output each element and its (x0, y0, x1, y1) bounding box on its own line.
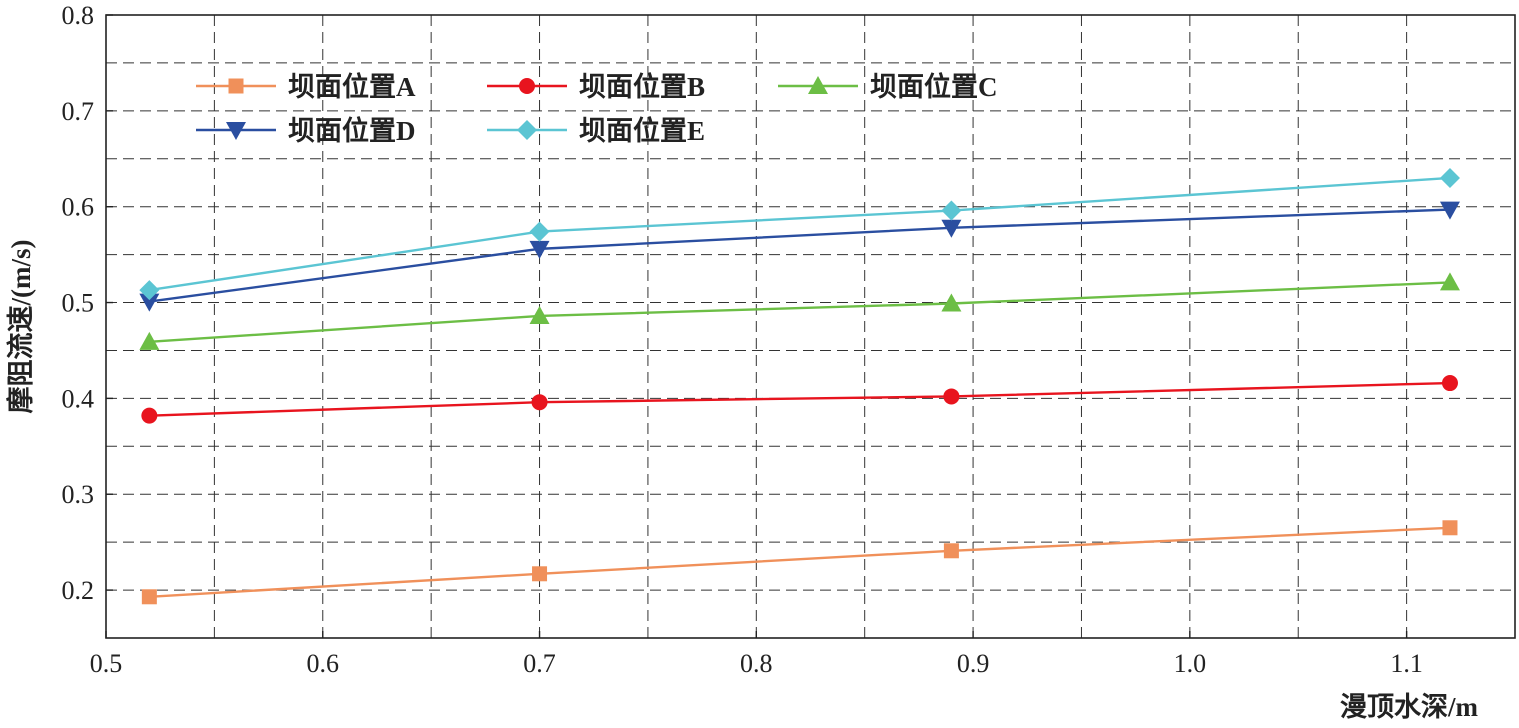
legend-label: 坝面位置A (288, 71, 416, 102)
series-line (149, 281, 1451, 344)
x-tick-label: 0.8 (740, 649, 773, 678)
series-line (149, 176, 1451, 292)
y-axis-title: 摩阻流速/(m/s) (5, 240, 36, 414)
legend-item: 坝面位置A (196, 71, 416, 102)
grid (106, 15, 1515, 638)
y-tick-label: 0.4 (62, 384, 95, 413)
series-b (141, 375, 1458, 424)
x-axis-title: 漫顶水深/m (1340, 692, 1479, 722)
data-point (532, 566, 548, 582)
data-point (943, 388, 960, 405)
legend-label: 坝面位置B (579, 71, 705, 102)
legend-marker (226, 122, 246, 140)
data-point (1439, 272, 1460, 291)
legend-item: 坝面位置D (196, 115, 416, 146)
plot-frame (105, 14, 1516, 639)
x-tick-label: 0.9 (957, 649, 990, 678)
legend-label: 坝面位置C (870, 71, 998, 102)
data-point (529, 240, 550, 259)
series-line (149, 208, 1451, 303)
data-point (1442, 520, 1458, 536)
axis-ticks: 0.5 0.6 0.7 0.8 0.9 1.0 1.1 0.2 0.3 0.4 0.5 0.6 0.7 0… (62, 1, 1423, 678)
legend-marker (517, 120, 537, 140)
y-tick-label: 0.6 (62, 193, 95, 222)
data-point (941, 200, 962, 221)
series-d (139, 201, 1460, 312)
y-tick-label: 0.2 (62, 576, 95, 605)
series-layer (139, 167, 1460, 605)
data-point (529, 221, 550, 242)
x-tick-label: 0.5 (90, 649, 123, 678)
legend-marker (228, 78, 244, 94)
data-point (943, 543, 959, 559)
x-tick-label: 1.0 (1174, 649, 1207, 678)
legend-label: 坝面位置E (579, 115, 705, 146)
data-point (529, 305, 550, 324)
data-point (531, 394, 548, 411)
data-point (141, 589, 157, 605)
legend-item: 坝面位置C (778, 71, 998, 102)
y-tick-label: 0.5 (62, 289, 95, 318)
series-a (141, 520, 1458, 605)
data-point (1441, 375, 1458, 392)
data-point (941, 293, 962, 312)
series-line (149, 526, 1451, 598)
series-c (139, 272, 1460, 350)
data-point (139, 331, 160, 350)
series-e (139, 167, 1460, 301)
x-tick-label: 0.7 (523, 649, 556, 678)
x-tick-label: 0.6 (307, 649, 340, 678)
data-point (941, 219, 962, 238)
data-point (139, 280, 160, 301)
legend-label: 坝面位置D (288, 115, 416, 146)
data-point (1439, 201, 1460, 220)
legend-marker (519, 78, 535, 94)
y-tick-label: 0.8 (62, 1, 95, 30)
y-tick-label: 0.3 (62, 480, 95, 509)
legend-item: 坝面位置E (487, 115, 705, 146)
legend: 坝面位置A 坝面位置B 坝面位置C 坝面位置D 坝面位置E (196, 71, 998, 146)
x-tick-label: 1.1 (1390, 649, 1423, 678)
data-point (139, 293, 160, 312)
legend-item: 坝面位置B (487, 71, 705, 102)
data-point (141, 407, 158, 424)
series-line (149, 381, 1451, 417)
data-point (1439, 167, 1460, 188)
y-tick-label: 0.7 (62, 97, 95, 126)
legend-marker (808, 76, 828, 94)
